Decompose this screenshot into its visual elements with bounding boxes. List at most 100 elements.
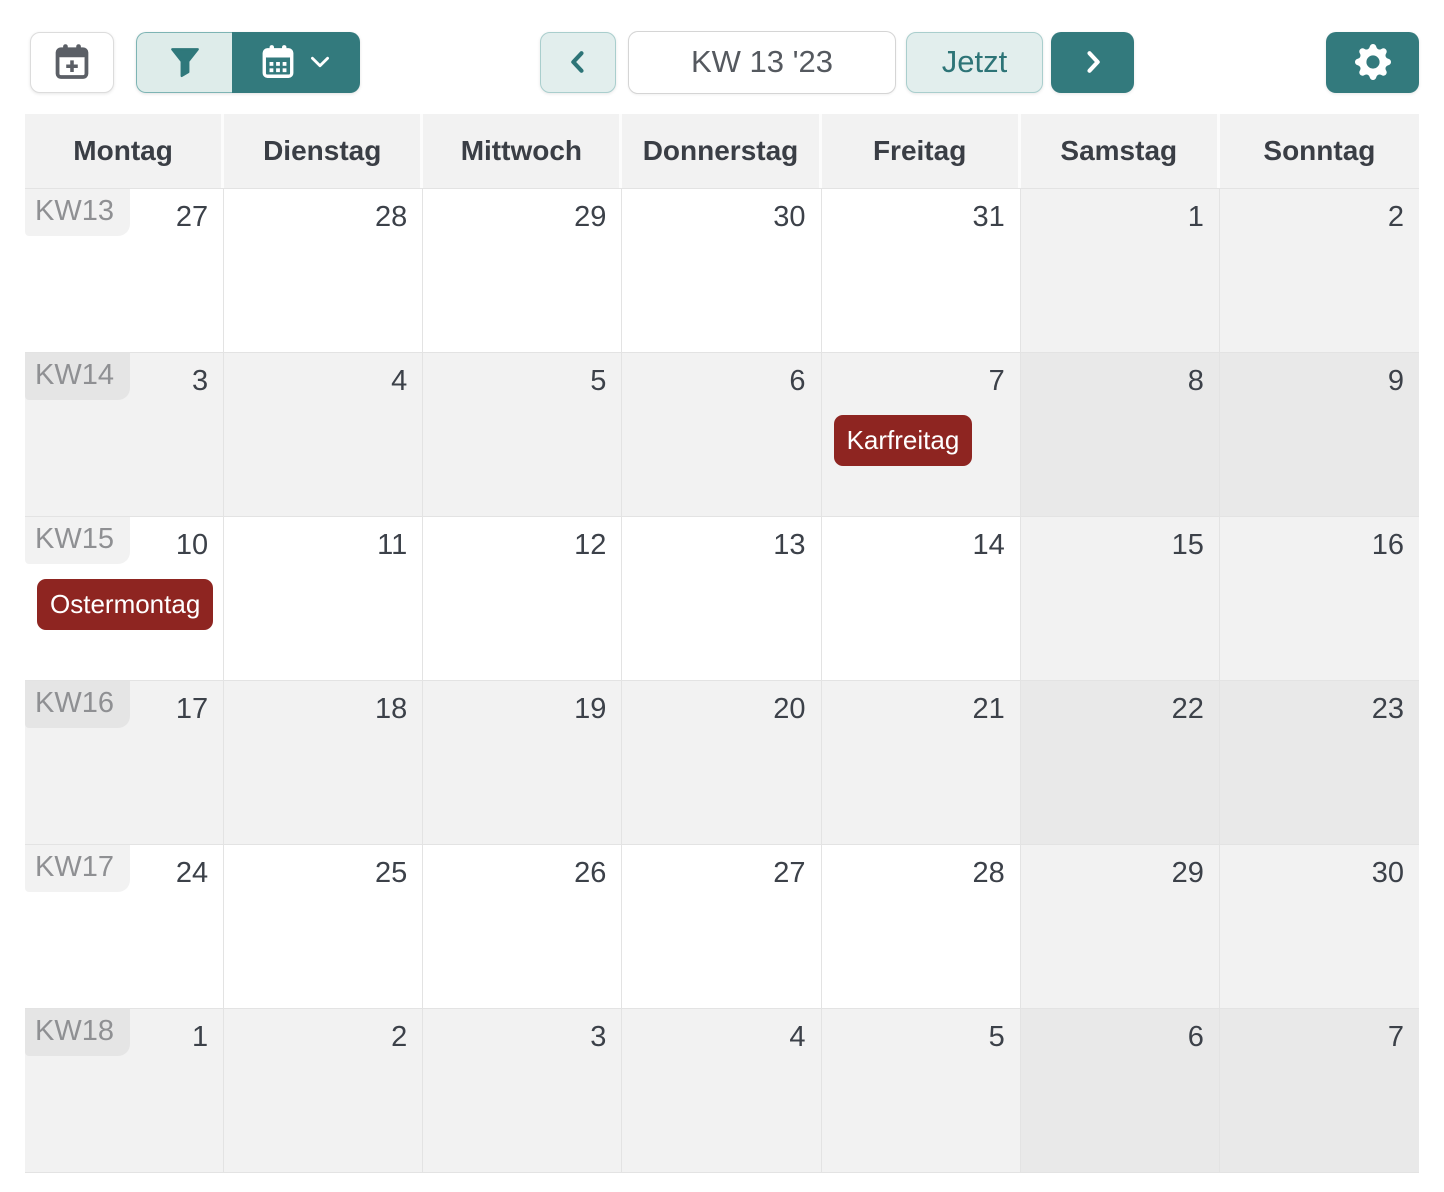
day-number: 10 — [175, 529, 209, 561]
day-cell[interactable]: 9 — [1219, 353, 1419, 516]
day-number: 23 — [1371, 693, 1404, 725]
day-cell[interactable]: 30 — [622, 189, 822, 352]
day-cell[interactable]: 13 — [622, 517, 822, 680]
day-cell[interactable]: KW16 17 — [25, 681, 225, 844]
day-cell[interactable]: 5 — [423, 353, 623, 516]
day-number: 26 — [574, 857, 607, 889]
day-cell[interactable]: 16 — [1219, 517, 1419, 680]
day-number: 7 — [988, 365, 1005, 397]
filter-button[interactable] — [136, 31, 232, 93]
weekday-header-samstag: Samstag — [1020, 114, 1220, 188]
day-number: 15 — [1171, 529, 1204, 561]
weekday-header-dienstag: Dienstag — [224, 114, 424, 188]
day-number: 12 — [574, 529, 607, 561]
day-number: 30 — [773, 201, 806, 233]
day-cell[interactable]: 11 — [224, 517, 424, 680]
day-cell[interactable]: 21 — [821, 681, 1021, 844]
day-number: 19 — [574, 693, 607, 725]
day-cell[interactable]: 19 — [423, 681, 623, 844]
day-cell[interactable]: 27 — [622, 845, 822, 1008]
day-cell[interactable]: 7 — [1219, 1009, 1419, 1172]
week-row-kw17: KW17 24 25 26 27 28 29 30 — [25, 845, 1419, 1009]
day-number: 28 — [375, 201, 408, 233]
weekday-header-donnerstag: Donnerstag — [622, 114, 822, 188]
day-cell[interactable]: 8 — [1020, 353, 1220, 516]
week-period-input[interactable] — [628, 30, 896, 94]
week-number-badge: KW17 — [25, 845, 130, 892]
day-number: 29 — [1171, 857, 1204, 889]
week-number-badge: KW16 — [25, 681, 130, 728]
day-cell[interactable]: 6 — [1020, 1009, 1220, 1172]
day-cell[interactable]: 14 — [821, 517, 1021, 680]
day-cell[interactable]: 29 — [1020, 845, 1220, 1008]
add-event-button[interactable] — [30, 31, 114, 93]
day-cell[interactable]: 22 — [1020, 681, 1220, 844]
day-cell[interactable]: 4 — [622, 1009, 822, 1172]
day-cell[interactable]: KW14 3 — [25, 353, 225, 516]
day-cell[interactable]: 7 Karfreitag — [821, 353, 1021, 516]
day-number: 6 — [1187, 1021, 1204, 1053]
day-number: 21 — [972, 693, 1005, 725]
day-cell[interactable]: 6 — [622, 353, 822, 516]
day-cell[interactable]: 29 — [423, 189, 623, 352]
day-cell[interactable]: 15 — [1020, 517, 1220, 680]
day-number: 17 — [175, 693, 209, 725]
day-number: 3 — [192, 365, 209, 397]
day-number: 1 — [1187, 201, 1204, 233]
view-button-group — [136, 31, 360, 93]
week-number-badge: KW13 — [25, 189, 130, 236]
day-cell[interactable]: 20 — [622, 681, 822, 844]
day-number: 30 — [1371, 857, 1404, 889]
weekday-header-freitag: Freitag — [821, 114, 1021, 188]
next-week-button[interactable] — [1051, 31, 1134, 93]
week-number-badge: KW15 — [25, 517, 130, 564]
day-cell[interactable]: 25 — [224, 845, 424, 1008]
day-number: 20 — [773, 693, 806, 725]
day-cell[interactable]: 18 — [224, 681, 424, 844]
day-cell[interactable]: KW15 10 Ostermontag — [25, 517, 225, 680]
day-cell[interactable]: 2 — [224, 1009, 424, 1172]
day-cell[interactable]: 31 — [821, 189, 1021, 352]
day-cell[interactable]: 5 — [821, 1009, 1021, 1172]
day-cell[interactable]: 30 — [1219, 845, 1419, 1008]
day-cell[interactable]: 26 — [423, 845, 623, 1008]
weekday-header-mittwoch: Mittwoch — [423, 114, 623, 188]
day-cell[interactable]: KW17 24 — [25, 845, 225, 1008]
gear-icon — [1354, 44, 1391, 80]
previous-week-button[interactable] — [540, 31, 616, 93]
day-cell[interactable]: 4 — [224, 353, 424, 516]
day-number: 27 — [773, 857, 806, 889]
calendar-view-dropdown-button[interactable] — [232, 31, 360, 93]
day-cell[interactable]: 12 — [423, 517, 623, 680]
week-row-kw16: KW16 17 18 19 20 21 22 23 — [25, 681, 1419, 845]
settings-button[interactable] — [1326, 31, 1419, 93]
weekday-header-row: Montag Dienstag Mittwoch Donnerstag Freitag S… — [25, 114, 1419, 188]
day-number: 31 — [972, 201, 1005, 233]
day-number: 5 — [590, 365, 607, 397]
day-number: 8 — [1187, 365, 1204, 397]
day-cell[interactable]: KW13 27 — [25, 189, 225, 352]
day-number: 5 — [988, 1021, 1005, 1053]
chevron-left-icon — [564, 48, 592, 76]
day-cell[interactable]: KW18 1 — [25, 1009, 225, 1172]
chevron-right-icon — [1079, 48, 1107, 76]
week-row-kw15: KW15 10 Ostermontag 11 12 13 14 15 16 — [25, 517, 1419, 681]
now-button[interactable]: Jetzt — [906, 31, 1043, 93]
day-number: 6 — [789, 365, 806, 397]
day-cell[interactable]: 3 — [423, 1009, 623, 1172]
holiday-event-badge[interactable]: Karfreitag — [833, 415, 973, 466]
calendar-plus-icon — [52, 42, 92, 82]
funnel-icon — [167, 44, 203, 80]
day-number: 28 — [972, 857, 1005, 889]
week-row-kw14: KW14 3 4 5 6 7 Karfreitag 8 9 — [25, 353, 1419, 517]
day-cell[interactable]: 23 — [1219, 681, 1419, 844]
holiday-event-badge[interactable]: Ostermontag — [37, 579, 214, 630]
day-cell[interactable]: 1 — [1020, 189, 1220, 352]
day-number: 29 — [574, 201, 607, 233]
day-cell[interactable]: 28 — [821, 845, 1021, 1008]
week-number-badge: KW18 — [25, 1009, 130, 1056]
day-number: 27 — [175, 201, 209, 233]
day-cell[interactable]: 28 — [224, 189, 424, 352]
day-cell[interactable]: 2 — [1219, 189, 1419, 352]
weekday-header-sonntag: Sonntag — [1219, 114, 1419, 188]
